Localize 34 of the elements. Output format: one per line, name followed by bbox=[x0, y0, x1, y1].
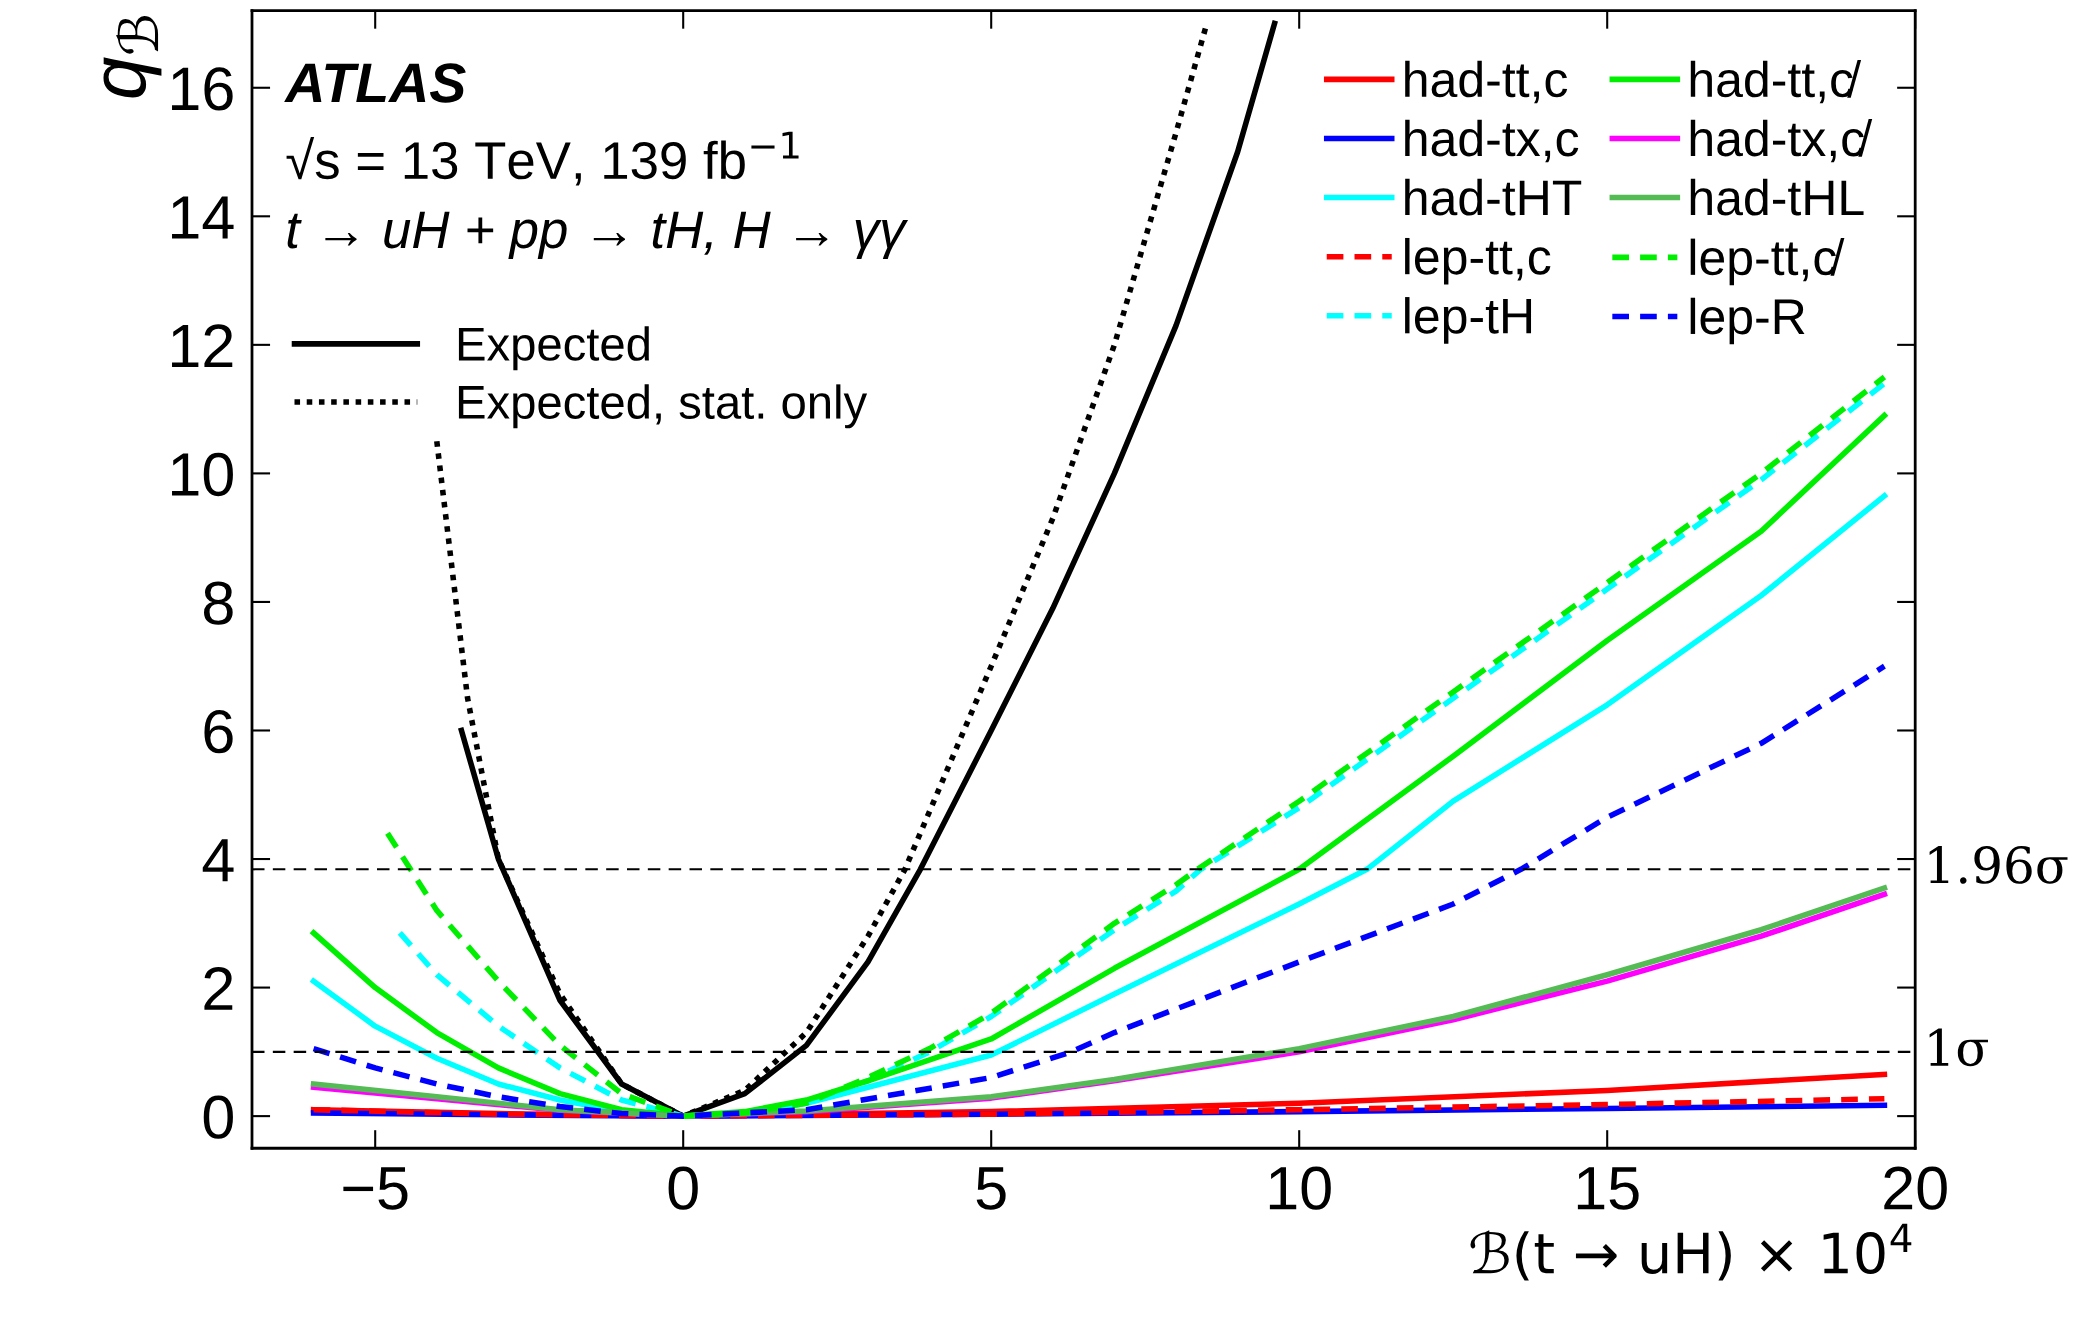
legend-label: lep-tH bbox=[1405, 297, 1532, 344]
y-tick-label: 16 bbox=[172, 67, 233, 111]
x-tick-label: 5 bbox=[976, 1167, 1006, 1210]
legend-label: had-tt,c̸ bbox=[1690, 59, 1862, 104]
legend-label: had-tHL bbox=[1690, 178, 1864, 216]
legend-label: lep-R bbox=[1690, 297, 1805, 345]
x-tick-label: 10 bbox=[1269, 1166, 1331, 1210]
legend-label: lep-tt,c̸ bbox=[1690, 237, 1845, 286]
x-tick-label: 15 bbox=[1577, 1167, 1639, 1210]
y-tick-label: 12 bbox=[172, 324, 233, 367]
y-tick-label: 10 bbox=[172, 452, 233, 497]
annotation: ATLAS bbox=[284, 63, 466, 103]
x-axis-title: ℬ(t → uH) × 10$^{4}$ bbox=[1470, 1223, 1912, 1281]
annotation: t → uH + pp → tH, H → γγ bbox=[287, 211, 909, 259]
annotation: √s = 13 TeV, 139 fb$^{−1}$ bbox=[286, 131, 799, 186]
legend-label: had-tx,c̸ bbox=[1690, 119, 1873, 163]
legend-label: Expected, stat. only bbox=[458, 384, 868, 429]
y-tick-label: 0 bbox=[203, 1095, 233, 1139]
y-tick-label: 6 bbox=[204, 709, 233, 754]
y-tick-label: 14 bbox=[172, 196, 234, 239]
legend-label: had-tHT bbox=[1405, 178, 1582, 216]
y-tick-label: 2 bbox=[204, 967, 233, 1010]
x-tick-label: 0 bbox=[668, 1166, 698, 1210]
y-axis-title: q$_{ℬ}$ bbox=[103, 16, 162, 98]
legend-label: Expected bbox=[458, 326, 649, 371]
y-tick-label: 4 bbox=[202, 839, 234, 882]
y-tick-label: 8 bbox=[204, 581, 233, 625]
legend-label: lep-tt,c bbox=[1405, 237, 1551, 285]
legend-label: had-tt,c bbox=[1405, 60, 1568, 104]
x-tick-label: 20 bbox=[1884, 1166, 1947, 1210]
legend-label: had-tx,c bbox=[1405, 119, 1579, 163]
x-tick-label: −5 bbox=[343, 1167, 408, 1210]
ref-line-label: 1.96σ bbox=[1929, 846, 2068, 884]
ref-line-label: 1σ bbox=[1929, 1028, 1988, 1067]
